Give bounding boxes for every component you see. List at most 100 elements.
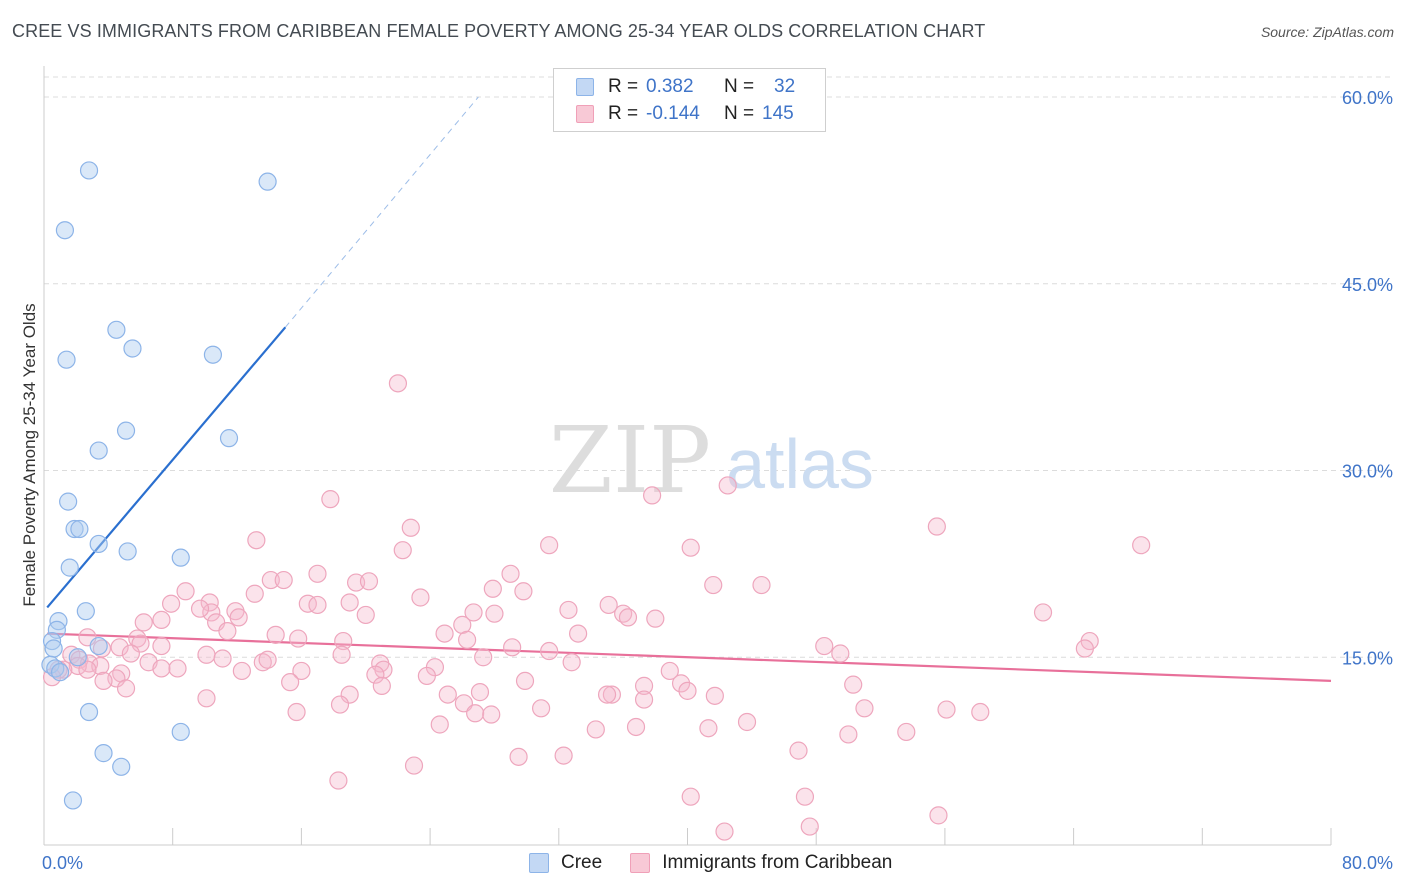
legend-swatch-caribbean	[576, 105, 594, 123]
caribbean-point	[128, 629, 147, 648]
caribbean-point	[509, 747, 528, 766]
caribbean-point	[470, 683, 490, 702]
caribbean-trend-line	[47, 632, 1332, 683]
caribbean-point	[897, 722, 916, 742]
caribbean-point	[482, 705, 501, 724]
caribbean-point	[79, 654, 99, 673]
caribbean-point	[253, 653, 272, 672]
caribbean-point	[704, 575, 723, 595]
caribbean-point	[831, 644, 850, 663]
caribbean-point	[121, 644, 140, 663]
caribbean-point	[261, 570, 280, 590]
caribbean-point	[681, 538, 700, 557]
caribbean-point	[554, 746, 573, 765]
y-tick-label: 45.0%	[1342, 275, 1393, 295]
legend-r-value-caribbean: -0.144	[646, 103, 700, 124]
watermark: ZIP atlas	[549, 407, 874, 514]
trend-lines	[46, 96, 1332, 683]
legend-r-label: R =	[608, 76, 639, 97]
caribbean-point	[152, 636, 171, 656]
caribbean-point	[646, 609, 665, 628]
caribbean-point	[501, 564, 520, 583]
cree-point	[42, 631, 62, 651]
caribbean-point	[485, 604, 504, 623]
caribbean-point	[161, 594, 181, 613]
cree-trend-line	[46, 326, 287, 609]
caribbean-point	[634, 690, 654, 709]
caribbean-point	[540, 536, 559, 555]
caribbean-point	[229, 608, 248, 627]
caribbean-point	[602, 685, 621, 704]
caribbean-point	[586, 720, 605, 739]
caribbean-point	[287, 702, 306, 722]
legend-swatch-cree	[576, 78, 594, 96]
cree-point	[89, 441, 108, 460]
cree-point	[70, 519, 89, 539]
watermark-zip: ZIP	[549, 407, 711, 514]
caribbean-point	[356, 605, 375, 625]
cree-point	[60, 558, 79, 577]
caribbean-point	[430, 715, 449, 734]
caribbean-point	[401, 518, 420, 537]
caribbean-point	[366, 665, 385, 684]
caribbean-point	[569, 624, 588, 643]
caribbean-point	[438, 685, 457, 704]
caribbean-point	[474, 648, 493, 667]
cree-point	[79, 702, 99, 722]
caribbean-point	[927, 517, 946, 536]
x-tick-label-min: 0.0%	[42, 853, 83, 873]
cree-point	[112, 757, 131, 776]
cree-trend-extension	[284, 96, 479, 328]
caribbean-point	[116, 679, 136, 698]
caribbean-point	[466, 704, 485, 723]
legend-swatch-cree	[529, 853, 549, 873]
caribbean-point	[340, 593, 359, 612]
caribbean-point	[202, 603, 221, 622]
caribbean-point	[1033, 603, 1053, 622]
y-tick-label: 30.0%	[1342, 462, 1393, 482]
caribbean-point	[298, 594, 317, 613]
legend-n-label: N =	[724, 76, 755, 97]
caribbean-point	[329, 771, 348, 790]
legend-n-label: N =	[724, 103, 755, 124]
caribbean-point	[321, 490, 340, 509]
caribbean-point	[308, 564, 327, 583]
cree-point	[171, 722, 190, 742]
cree-point	[219, 429, 239, 448]
y-tick-label: 15.0%	[1342, 648, 1393, 668]
gridlines	[44, 76, 1393, 658]
cree-point	[89, 534, 108, 554]
cree-point	[59, 492, 78, 511]
caribbean-point	[597, 685, 617, 704]
legend-row-caribbean: R = -0.144 N = 145	[576, 102, 794, 126]
caribbean-point	[660, 661, 679, 681]
caribbean-point	[855, 699, 874, 718]
caribbean-point	[292, 661, 311, 681]
legend-swatch-caribbean	[630, 853, 651, 873]
caribbean-point	[752, 575, 771, 595]
caribbean-point	[417, 666, 436, 686]
caribbean-point	[266, 625, 285, 644]
caribbean-point	[152, 610, 171, 630]
x-tick-label-max: 80.0%	[1342, 853, 1393, 873]
caribbean-point	[393, 541, 412, 560]
legend-item-caribbean[interactable]: Immigrants from Caribbean	[630, 852, 892, 874]
caribbean-point	[1132, 536, 1151, 555]
caribbean-point	[464, 603, 483, 622]
legend-n-value-caribbean: 145	[762, 103, 794, 124]
caribbean-point	[681, 787, 700, 806]
caribbean-point	[737, 712, 757, 732]
caribbean-point	[110, 638, 129, 657]
cree-point	[47, 620, 66, 639]
data-points	[41, 161, 1151, 841]
caribbean-point	[435, 624, 454, 643]
legend-item-cree[interactable]: Cree	[529, 852, 602, 874]
cree-point	[57, 350, 76, 369]
cree-point	[203, 345, 223, 364]
cree-point	[89, 636, 108, 656]
cree-point	[94, 744, 113, 763]
caribbean-point	[308, 595, 327, 615]
caribbean-point	[789, 741, 808, 760]
caribbean-point	[634, 676, 654, 695]
